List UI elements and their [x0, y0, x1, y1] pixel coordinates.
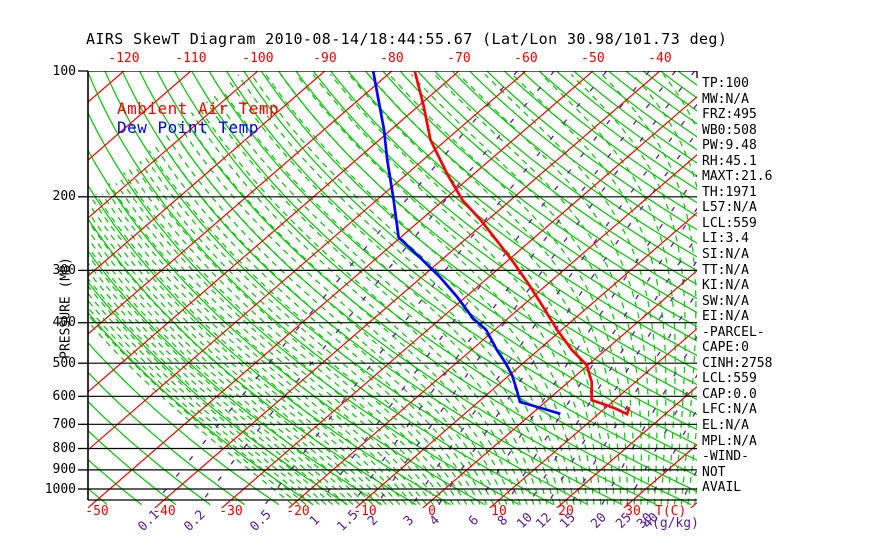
pressure-tick: 900	[52, 462, 76, 478]
isotherm-lines	[88, 71, 697, 508]
sounding-info-panel: TP:100 MW:N/A FRZ:495 WB0:508 PW:9.48 RH:45.1…	[702, 76, 772, 496]
pressure-tick: 300	[52, 262, 76, 278]
top-temp-tick: -120	[108, 51, 140, 66]
top-temp-tick: -70	[447, 51, 471, 66]
pressure-tick: 600	[52, 388, 76, 404]
info-panel-line: FRZ:495	[702, 107, 757, 123]
pressure-tick: 700	[52, 416, 76, 432]
info-panel-line: SI:N/A	[702, 247, 749, 263]
top-temp-tick: -60	[514, 51, 538, 66]
legend-ambient-air-temp: Ambient Air Temp	[117, 99, 280, 118]
top-temp-tick: -50	[581, 51, 605, 66]
info-panel-line: LCL:559	[702, 215, 757, 231]
pressure-tick: 400	[52, 315, 76, 331]
info-panel-line: NOT	[702, 464, 726, 480]
top-temp-tick: -80	[380, 51, 404, 66]
mixing-ratio-lines	[153, 71, 697, 506]
info-panel-line: LI:3.4	[702, 231, 749, 247]
chart-title: AIRS SkewT Diagram 2010-08-14/18:44:55.6…	[86, 30, 728, 48]
info-panel-line: AVAIL	[702, 480, 742, 496]
info-panel-line: CAPE:0	[702, 340, 749, 356]
info-panel-line: RH:45.1	[702, 153, 757, 169]
bottom-temp-tick: 20	[558, 504, 574, 519]
pressure-tick: 800	[52, 440, 76, 456]
info-panel-line: -PARCEL-	[702, 324, 765, 340]
bottom-temp-tick: -40	[152, 504, 176, 519]
pressure-tick: 200	[52, 189, 76, 205]
info-panel-line: TH:1971	[702, 184, 757, 200]
info-panel-line: L57:N/A	[702, 200, 757, 216]
plot-frame	[78, 70, 698, 501]
top-temp-tick: -100	[242, 51, 274, 66]
pressure-tick: 500	[52, 355, 76, 371]
pressure-tick: 1000	[44, 481, 76, 497]
info-panel-line: CINH:2758	[702, 355, 773, 371]
top-temp-tick: -110	[175, 51, 207, 66]
bottom-temp-tick: -10	[353, 504, 377, 519]
legend-dew-point-temp: Dew Point Temp	[117, 118, 259, 137]
bottom-temp-tick: 30	[625, 504, 641, 519]
info-panel-line: -WIND-	[702, 449, 749, 465]
bottom-temp-tick: -20	[286, 504, 310, 519]
info-panel-line: EL:N/A	[702, 418, 749, 434]
info-panel-line: MAXT:21.6	[702, 169, 773, 185]
info-panel-line: SW:N/A	[702, 293, 749, 309]
info-panel-line: TT:N/A	[702, 262, 749, 278]
info-panel-line: MW:N/A	[702, 91, 749, 107]
info-panel-line: MPL:N/A	[702, 433, 757, 449]
temperature-axis-title: T(C)	[655, 504, 687, 519]
info-panel-line: EI:N/A	[702, 309, 749, 325]
bottom-temp-tick: 0	[428, 504, 436, 519]
ambient-temp-curve	[413, 71, 631, 417]
bottom-temp-tick: -50	[85, 504, 109, 519]
top-temp-tick: -90	[313, 51, 337, 66]
info-panel-line: PW:9.48	[702, 138, 757, 154]
info-panel-line: WB0:508	[702, 122, 757, 138]
dew-point-curve	[371, 71, 561, 416]
pressure-axis-title: PRESSURE (MB)	[58, 257, 74, 359]
bottom-temp-tick: 10	[491, 504, 507, 519]
info-panel-line: LCL:559	[702, 371, 757, 387]
mixing-ratio-axis-title: (g/kg)	[652, 516, 699, 531]
info-panel-line: KI:N/A	[702, 278, 749, 294]
info-panel-line: LFC:N/A	[702, 402, 757, 418]
top-temp-tick: -40	[648, 51, 672, 66]
info-panel-line: TP:100	[702, 76, 749, 91]
isobar-lines	[88, 71, 697, 490]
info-panel-line: CAP:0.0	[702, 386, 757, 402]
pressure-tick: 100	[52, 63, 76, 79]
bottom-temp-tick: -30	[219, 504, 243, 519]
